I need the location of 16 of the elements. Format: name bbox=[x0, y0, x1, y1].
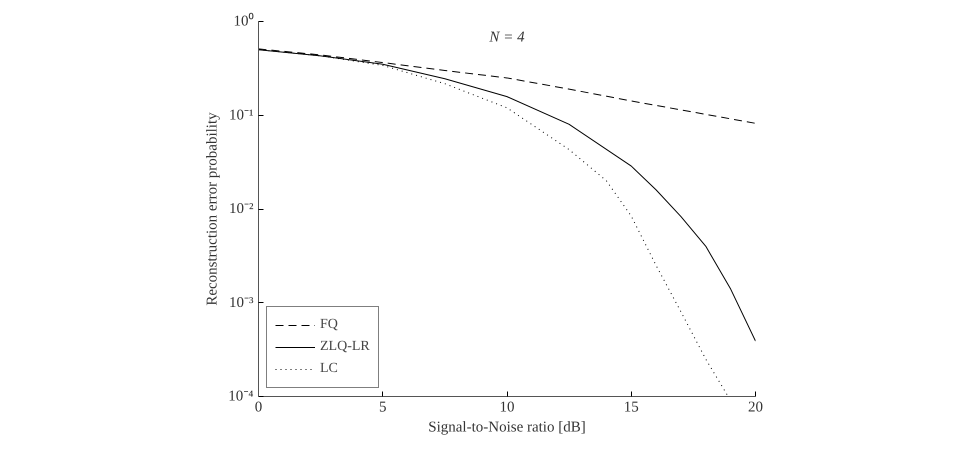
text: N = 4 bbox=[488, 30, 526, 46]
y-tick-label: 10⁻¹ bbox=[229, 107, 254, 124]
y-tick-label: 10⁰ bbox=[234, 12, 254, 30]
y-tick-label: 10⁻³ bbox=[229, 294, 254, 311]
legend-label: FQ bbox=[320, 317, 339, 333]
x-tick-label: 10 bbox=[500, 400, 514, 416]
y-tick-label: 10⁻² bbox=[229, 201, 254, 217]
x-tick-label: 20 bbox=[748, 400, 763, 416]
y-tick-label: 10⁻⁴ bbox=[228, 388, 254, 404]
legend-label: ZLQ-LR bbox=[320, 339, 370, 355]
x-axis-title: Signal-to-Noise ratio [dB] bbox=[428, 420, 586, 436]
legend-label: LC bbox=[320, 361, 339, 377]
y-axis-title: Reconstruction error probability bbox=[204, 112, 220, 306]
x-tick-label: 0 bbox=[254, 400, 262, 416]
x-tick-label: 15 bbox=[624, 400, 639, 416]
x-tick-label: 5 bbox=[379, 400, 386, 416]
